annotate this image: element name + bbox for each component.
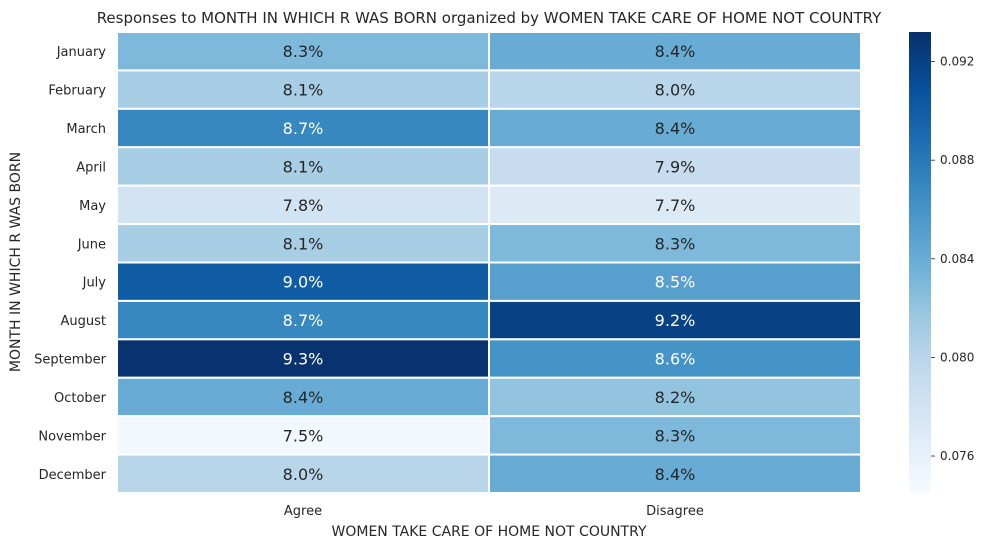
heatmap-cell bbox=[116, 31, 490, 72]
y-axis-label: MONTH IN WHICH R WAS BORN bbox=[8, 152, 24, 372]
y-tick-label: March bbox=[66, 122, 106, 137]
cell-value-label: 8.4% bbox=[655, 42, 696, 61]
chart-title: Responses to MONTH IN WHICH R WAS BORN o… bbox=[97, 9, 882, 27]
heatmap-cell bbox=[116, 376, 490, 418]
heatmap-cell bbox=[488, 146, 862, 187]
heatmap-cell bbox=[488, 107, 862, 149]
heatmap-cell bbox=[488, 223, 862, 264]
heatmap-cell bbox=[116, 415, 490, 456]
x-tick-labels: Agree Disagree bbox=[284, 504, 704, 519]
colorbar-tick-label: 0.080 bbox=[940, 350, 974, 364]
cell-value-label: 9.3% bbox=[283, 350, 324, 369]
heatmap-cell bbox=[488, 184, 862, 226]
cell-value-label: 8.0% bbox=[655, 81, 696, 100]
cell-value-label: 7.8% bbox=[283, 196, 324, 215]
heatmap-cell bbox=[488, 338, 862, 379]
cell-value-label: 8.2% bbox=[655, 388, 696, 407]
y-tick-labels: January February March April May June July Augu… bbox=[34, 45, 107, 483]
heatmap-cell-labels: 8.3% 8.4% 8.1% 8.0% 8.7% 8.4% 8.1% 7.9% 7.8% 7.7%… bbox=[283, 42, 696, 484]
colorbar-ticks: 0.076 0.080 0.084 0.088 0.092 bbox=[931, 55, 974, 463]
cell-value-label: 9.0% bbox=[283, 273, 324, 292]
x-axis-label: WOMEN TAKE CARE OF HOME NOT COUNTRY bbox=[332, 524, 647, 540]
colorbar bbox=[909, 32, 931, 493]
heatmap-cell bbox=[488, 69, 862, 110]
cell-value-label: 7.5% bbox=[283, 426, 324, 445]
cell-value-label: 7.9% bbox=[655, 157, 696, 176]
y-tick-label: January bbox=[56, 45, 107, 60]
cell-value-label: 8.3% bbox=[655, 426, 696, 445]
cell-value-label: 8.3% bbox=[283, 42, 324, 61]
cell-value-label: 8.4% bbox=[283, 388, 324, 407]
heatmap-cell bbox=[488, 453, 862, 495]
cell-value-label: 8.7% bbox=[283, 311, 324, 330]
y-tick-label: October bbox=[54, 391, 107, 406]
cell-value-label: 8.4% bbox=[655, 465, 696, 484]
cell-value-label: 8.4% bbox=[655, 119, 696, 138]
y-tick-label: May bbox=[79, 199, 106, 214]
y-tick-label: September bbox=[34, 353, 107, 368]
heatmap-cell bbox=[488, 31, 862, 72]
y-tick-label: August bbox=[61, 314, 107, 329]
y-tick-label: February bbox=[48, 84, 106, 99]
cell-value-label: 8.5% bbox=[655, 273, 696, 292]
heatmap-cell bbox=[116, 453, 490, 495]
cell-value-label: 8.7% bbox=[283, 119, 324, 138]
cell-value-label: 8.1% bbox=[283, 234, 324, 253]
colorbar-tick-label: 0.092 bbox=[940, 55, 974, 69]
y-tick-label: November bbox=[38, 429, 106, 444]
cell-value-label: 7.7% bbox=[655, 196, 696, 215]
cell-value-label: 8.1% bbox=[283, 157, 324, 176]
cell-value-label: 9.2% bbox=[655, 311, 696, 330]
y-tick-label: June bbox=[77, 237, 106, 252]
y-tick-label: December bbox=[39, 468, 107, 483]
heatmap-cell bbox=[488, 261, 862, 302]
heatmap-cell bbox=[116, 338, 490, 379]
y-tick-label: April bbox=[76, 160, 106, 175]
colorbar-tick-label: 0.088 bbox=[940, 153, 974, 167]
cell-value-label: 8.0% bbox=[283, 465, 324, 484]
x-tick-label: Agree bbox=[284, 504, 322, 519]
heatmap-cells bbox=[116, 31, 862, 495]
heatmap-cell bbox=[488, 299, 862, 341]
heatmap-cell bbox=[488, 415, 862, 456]
y-tick-label: July bbox=[82, 276, 107, 291]
x-tick-label: Disagree bbox=[646, 504, 704, 519]
colorbar-tick-label: 0.076 bbox=[940, 449, 974, 463]
colorbar-tick-label: 0.084 bbox=[940, 252, 974, 266]
cell-value-label: 8.3% bbox=[655, 234, 696, 253]
heatmap-cell bbox=[488, 376, 862, 418]
cell-value-label: 8.1% bbox=[283, 81, 324, 100]
cell-value-label: 8.6% bbox=[655, 350, 696, 369]
